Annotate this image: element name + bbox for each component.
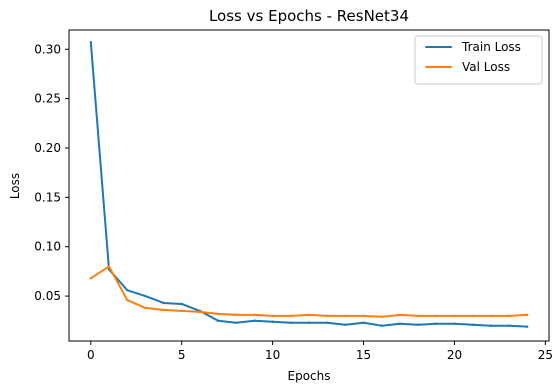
x-tick-label: 10 bbox=[265, 348, 280, 362]
data-point-train-loss bbox=[180, 302, 183, 306]
data-point-val-loss bbox=[216, 312, 220, 316]
data-point-train-loss bbox=[380, 324, 383, 327]
data-point-val-loss bbox=[271, 314, 274, 318]
y-tick-label: 0.05 bbox=[34, 289, 61, 303]
y-tick-label: 0.20 bbox=[34, 141, 61, 155]
data-point-train-loss bbox=[507, 324, 511, 327]
data-point-train-loss bbox=[325, 321, 329, 324]
legend-label-val-loss: Val Loss bbox=[462, 60, 510, 74]
data-point-train-loss bbox=[471, 323, 474, 326]
data-point-val-loss bbox=[180, 309, 183, 313]
data-point-val-loss bbox=[453, 314, 456, 318]
data-point-val-loss bbox=[507, 314, 511, 318]
y-tick-label: 0.10 bbox=[34, 240, 61, 254]
data-point-val-loss bbox=[344, 314, 347, 318]
data-point-val-loss bbox=[198, 310, 202, 314]
data-point-train-loss bbox=[416, 323, 420, 326]
x-axis-label: Epochs bbox=[288, 369, 331, 383]
data-point-train-loss bbox=[453, 322, 456, 325]
data-point-train-loss bbox=[307, 321, 311, 324]
data-point-val-loss bbox=[144, 306, 147, 310]
data-point-train-loss bbox=[489, 324, 493, 327]
data-point-train-loss bbox=[525, 325, 529, 328]
data-point-train-loss bbox=[398, 322, 402, 325]
data-point-train-loss bbox=[271, 320, 274, 323]
chart-title: Loss vs Epochs - ResNet34 bbox=[209, 7, 409, 25]
data-point-val-loss bbox=[125, 298, 129, 302]
y-tick-label: 0.15 bbox=[34, 190, 61, 204]
data-point-val-loss bbox=[416, 314, 420, 318]
x-tick-label: 25 bbox=[538, 348, 553, 362]
data-point-train-loss bbox=[435, 322, 438, 325]
data-point-val-loss bbox=[89, 277, 93, 280]
data-point-val-loss bbox=[489, 314, 493, 318]
x-tick-label: 20 bbox=[447, 348, 462, 362]
data-point-val-loss bbox=[471, 314, 474, 318]
data-point-val-loss bbox=[325, 314, 329, 318]
data-point-train-loss bbox=[125, 288, 129, 292]
data-point-val-loss bbox=[289, 314, 293, 318]
y-tick-label: 0.25 bbox=[34, 92, 61, 106]
data-point-val-loss bbox=[362, 314, 365, 318]
data-point-train-loss bbox=[289, 321, 293, 324]
data-point-val-loss bbox=[380, 315, 383, 319]
legend-label-train-loss: Train Loss bbox=[461, 40, 521, 54]
y-tick-label: 0.30 bbox=[34, 42, 61, 56]
y-axis-label: Loss bbox=[8, 173, 22, 199]
x-tick-label: 5 bbox=[178, 348, 186, 362]
data-point-val-loss bbox=[253, 313, 256, 317]
data-point-train-loss bbox=[216, 319, 220, 322]
data-point-val-loss bbox=[525, 313, 529, 317]
x-tick-label: 0 bbox=[87, 348, 95, 362]
data-point-val-loss bbox=[107, 265, 111, 268]
data-point-train-loss bbox=[235, 321, 238, 324]
data-point-val-loss bbox=[435, 314, 438, 318]
data-point-train-loss bbox=[144, 294, 147, 298]
data-point-val-loss bbox=[162, 308, 165, 312]
data-point-train-loss bbox=[253, 319, 256, 322]
data-point-val-loss bbox=[235, 313, 238, 317]
data-point-train-loss bbox=[89, 41, 93, 44]
x-tick-label: 15 bbox=[356, 348, 371, 362]
data-point-train-loss bbox=[344, 323, 347, 326]
data-point-val-loss bbox=[307, 313, 311, 317]
data-point-train-loss bbox=[162, 301, 165, 305]
data-point-train-loss bbox=[362, 321, 365, 324]
data-point-val-loss bbox=[398, 313, 402, 317]
